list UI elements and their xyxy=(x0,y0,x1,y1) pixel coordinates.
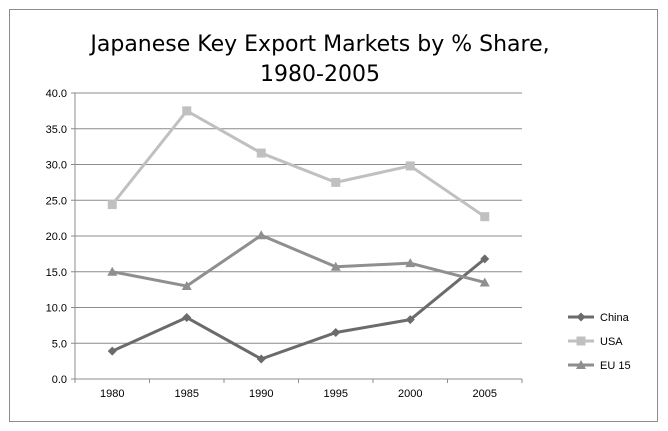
data-point-eu-15 xyxy=(181,281,192,291)
data-point-usa xyxy=(107,200,117,210)
legend-label-china: China xyxy=(600,312,630,324)
data-point-china xyxy=(256,354,266,364)
data-point-china xyxy=(405,315,415,325)
y-tick-label: 25.0 xyxy=(46,195,67,207)
data-point-usa xyxy=(480,212,490,222)
y-tick-label: 0.0 xyxy=(52,374,67,386)
legend-marker-usa xyxy=(576,336,586,346)
series-line-usa xyxy=(111,109,486,218)
legend-label-usa: USA xyxy=(600,336,623,348)
chart-title-line2: 1980-2005 xyxy=(260,62,380,87)
legend-marker-china xyxy=(576,312,586,322)
chart-title-line1: Japanese Key Export Markets by % Share, xyxy=(90,32,550,57)
y-tick-label: 5.0 xyxy=(52,338,67,350)
y-tick-label: 35.0 xyxy=(46,124,67,136)
y-tick-label: 20.0 xyxy=(46,231,67,243)
data-point-china xyxy=(107,346,117,356)
chart-frame xyxy=(9,9,658,422)
data-point-eu-15 xyxy=(405,258,416,268)
x-tick-label: 1980 xyxy=(100,388,124,400)
y-tick-label: 30.0 xyxy=(46,160,67,172)
data-point-china xyxy=(480,254,490,264)
data-point-usa xyxy=(405,161,415,171)
x-tick-label: 2005 xyxy=(473,388,497,400)
x-tick-label: 1990 xyxy=(249,388,273,400)
legend-label-eu-15: EU 15 xyxy=(600,360,631,372)
data-point-usa xyxy=(256,148,266,158)
series-line-china xyxy=(111,257,486,361)
data-point-eu-15 xyxy=(330,261,341,271)
data-point-eu-15 xyxy=(256,230,267,240)
data-point-usa xyxy=(182,106,192,116)
data-point-usa xyxy=(331,177,341,187)
series-lines xyxy=(111,109,486,361)
legend-marker-eu-15 xyxy=(576,360,586,369)
y-tick-labels: 0.0 5.0 10.0 15.0 20.0 25.0 30.0 35.0 40.0 xyxy=(46,88,67,386)
data-point-eu-15 xyxy=(107,266,118,276)
data-point-china xyxy=(331,328,341,338)
x-tick-label: 1985 xyxy=(175,388,199,400)
y-tick-label: 10.0 xyxy=(46,303,67,315)
data-point-china xyxy=(182,313,192,323)
data-point-eu-15 xyxy=(479,277,490,287)
axes xyxy=(71,92,523,383)
series-markers xyxy=(107,106,490,364)
gridlines xyxy=(75,92,522,344)
x-tick-label: 1995 xyxy=(324,388,348,400)
y-tick-label: 15.0 xyxy=(46,267,67,279)
legend: China USA EU 15 xyxy=(568,312,631,372)
chart-title: Japanese Key Export Markets by % Share, … xyxy=(40,30,600,90)
x-tick-labels: 1980 1985 1990 1995 2000 2005 xyxy=(100,388,497,400)
series-line-eu-15 xyxy=(111,233,486,288)
y-tick-label: 40.0 xyxy=(46,88,67,100)
x-tick-label: 2000 xyxy=(398,388,422,400)
